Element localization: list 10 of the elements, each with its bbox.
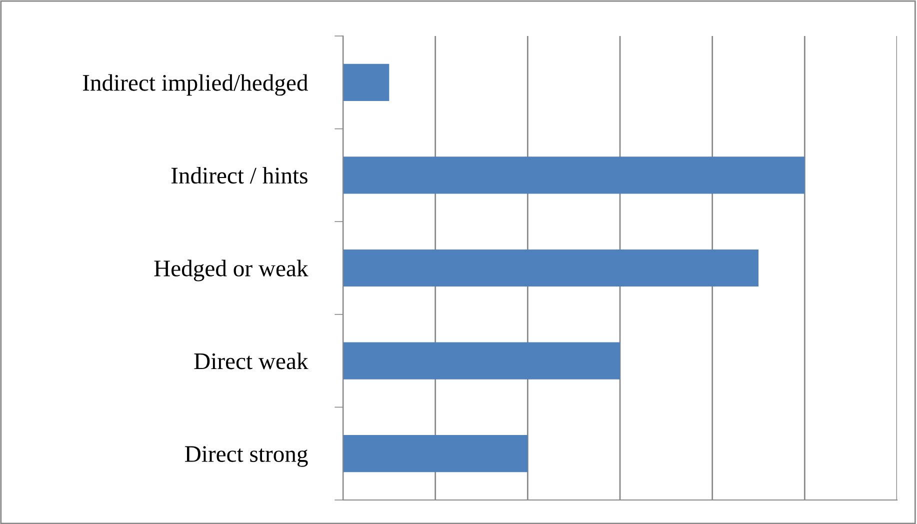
bar [343,156,805,194]
y-tick-label: Direct weak [194,352,308,370]
y-tick-label: Indirect implied/hedged [82,74,308,96]
bar [343,249,758,287]
y-tick-label: Direct strong [185,446,308,467]
bar [343,435,528,472]
bar [343,64,390,101]
bar [343,342,620,380]
y-tick-label: Hedged or weak [154,260,308,282]
y-tick-label: Indirect / hints [171,167,308,184]
